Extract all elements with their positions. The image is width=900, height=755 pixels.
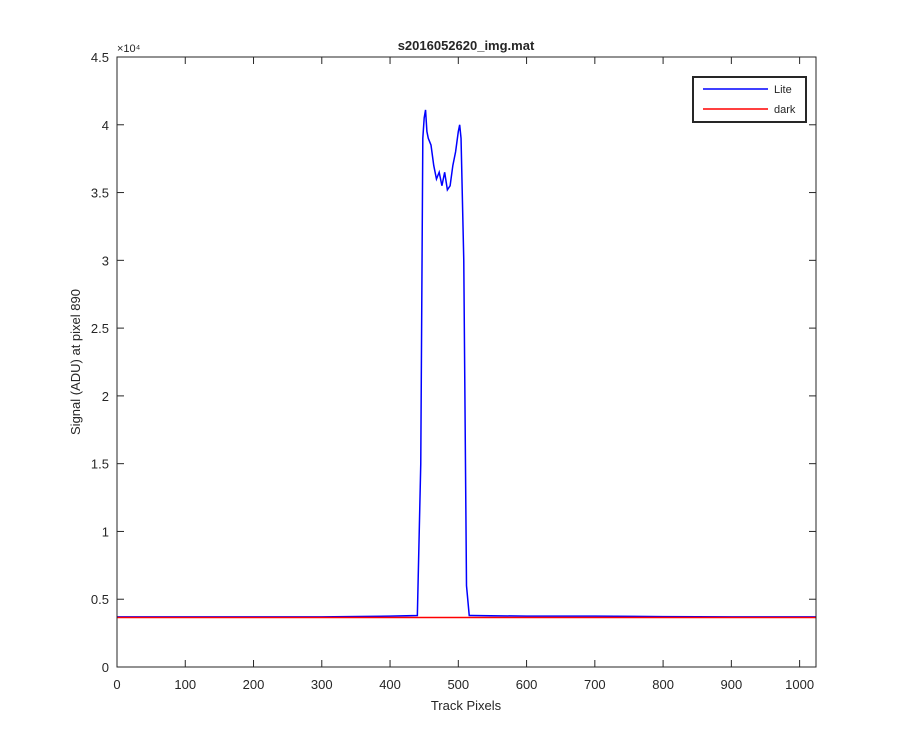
x-tick-label: 900 [721, 677, 743, 692]
x-tick-label: 100 [174, 677, 196, 692]
x-tick-label: 800 [652, 677, 674, 692]
y-tick-label: 0 [102, 660, 109, 675]
legend-label: Lite [774, 84, 792, 96]
legend-label: dark [774, 104, 796, 116]
x-tick-label: 700 [584, 677, 606, 692]
chart-title: s2016052620_img.mat [398, 38, 535, 53]
legend-box [692, 76, 807, 123]
line-series [117, 109, 816, 618]
x-tick-label: 300 [311, 677, 333, 692]
y-tick-label: 3.5 [91, 186, 109, 201]
y-tick-label: 3 [102, 253, 109, 268]
axes-box [116, 56, 817, 668]
y-axis-label: Signal (ADU) at pixel 890 [68, 289, 83, 435]
x-tick-label: 200 [243, 677, 265, 692]
y-tick-label: 4 [102, 118, 109, 133]
x-tick-label: 500 [447, 677, 469, 692]
y-tick-label: 2.5 [91, 321, 109, 336]
y-tick-label: 4.5 [91, 50, 109, 65]
x-axis-label: Track Pixels [431, 698, 502, 713]
y-exponent: ×10⁴ [117, 43, 141, 55]
x-tick-label: 0 [113, 677, 120, 692]
x-tick-label: 1000 [785, 677, 814, 692]
y-tick-label: 1.5 [91, 457, 109, 472]
y-tick-label: 1 [102, 524, 109, 539]
x-tick-label: 600 [516, 677, 538, 692]
y-tick-label: 0.5 [91, 592, 109, 607]
x-tick-label: 400 [379, 677, 401, 692]
y-tick-label: 2 [102, 389, 109, 404]
